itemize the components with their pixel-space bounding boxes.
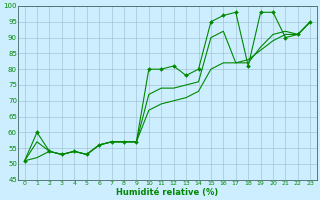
X-axis label: Humidité relative (%): Humidité relative (%) bbox=[116, 188, 219, 197]
